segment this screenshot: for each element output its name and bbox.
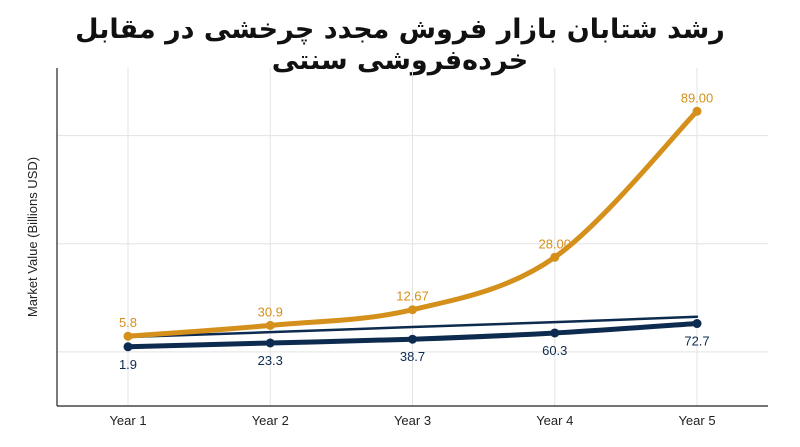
x-tick-label: Year 5 — [678, 413, 715, 428]
series-1-point-4 — [550, 252, 560, 262]
axes — [56, 68, 768, 407]
series-line-3 — [126, 315, 699, 339]
series-2-label: 60.3 — [542, 343, 567, 358]
series-1-label: 30.9 — [258, 304, 283, 319]
data-labels: 5.8 30.9 12.67 28.00 89.00 1.9 23.3 38.7 60.3 72.… — [119, 90, 713, 372]
y-axis-label: Market Value (Billions USD) — [25, 157, 40, 317]
series-2-label: 1.9 — [119, 357, 137, 372]
series-1-point-2 — [265, 320, 275, 330]
x-tick-label: Year 1 — [109, 413, 146, 428]
grid-lines — [57, 68, 768, 406]
series-2-point-3 — [408, 334, 417, 344]
series-line-1 — [125, 108, 700, 339]
series-2-point-2 — [265, 338, 275, 348]
chart-title: رشد شتابان بازار فروش مجدد چرخشی در مقاب… — [75, 14, 725, 76]
series-2-point-4 — [550, 328, 560, 338]
series-2-label: 72.7 — [684, 334, 709, 349]
series-1-point-3 — [408, 305, 417, 315]
x-tick-label: Year 3 — [394, 413, 431, 428]
series-1-point-5 — [692, 106, 702, 116]
series-2-label: 38.7 — [400, 349, 425, 364]
x-tick-label: Year 4 — [536, 413, 573, 428]
series-1-label: 5.8 — [119, 315, 137, 330]
x-tick-label: Year 2 — [252, 413, 289, 428]
series-group — [123, 106, 702, 352]
series-2-point-5 — [692, 319, 702, 329]
series-1-point-1 — [123, 331, 133, 341]
series-2-label: 23.3 — [258, 353, 283, 368]
series-2-point-1 — [123, 342, 133, 352]
series-1-label: 28.00 — [538, 236, 571, 251]
series-1-label: 12.67 — [396, 289, 429, 304]
x-tick-labels: Year 1 Year 2 Year 3 Year 4 Year 5 — [109, 413, 715, 428]
series-1-label: 89.00 — [681, 90, 714, 105]
